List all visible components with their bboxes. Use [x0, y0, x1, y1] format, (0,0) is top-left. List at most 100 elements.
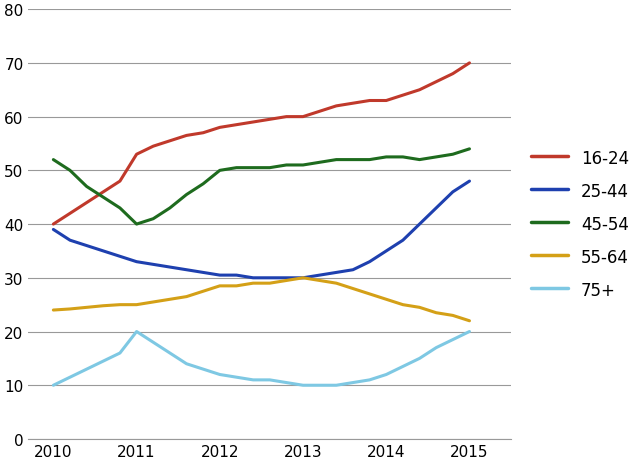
75+ [182, 361, 190, 367]
75+ [383, 372, 390, 377]
75+ [466, 329, 474, 335]
16-24 [166, 139, 173, 144]
16-24 [416, 88, 424, 94]
25-44 [416, 222, 424, 227]
16-24 [182, 133, 190, 139]
25-44 [316, 273, 323, 278]
55-64 [383, 297, 390, 302]
55-64 [416, 305, 424, 311]
55-64 [332, 281, 340, 286]
Line: 45-54: 45-54 [53, 150, 470, 225]
45-54 [166, 206, 173, 211]
55-64 [249, 281, 257, 286]
55-64 [399, 302, 407, 308]
45-54 [299, 163, 307, 169]
16-24 [449, 72, 457, 77]
25-44 [349, 267, 357, 273]
16-24 [232, 123, 240, 128]
25-44 [66, 238, 74, 244]
75+ [199, 367, 207, 372]
25-44 [132, 259, 140, 265]
16-24 [266, 117, 273, 123]
45-54 [366, 157, 374, 163]
45-54 [349, 157, 357, 163]
45-54 [116, 206, 124, 211]
45-54 [249, 165, 257, 171]
75+ [316, 382, 323, 388]
75+ [433, 345, 440, 350]
25-44 [466, 179, 474, 184]
45-54 [83, 184, 90, 190]
45-54 [466, 147, 474, 152]
16-24 [116, 179, 124, 184]
16-24 [299, 114, 307, 120]
75+ [399, 364, 407, 369]
25-44 [99, 249, 107, 254]
75+ [332, 382, 340, 388]
75+ [449, 337, 457, 343]
45-54 [99, 195, 107, 200]
16-24 [99, 190, 107, 195]
75+ [166, 350, 173, 356]
16-24 [399, 93, 407, 99]
16-24 [366, 99, 374, 104]
55-64 [366, 292, 374, 297]
45-54 [49, 157, 57, 163]
25-44 [399, 238, 407, 244]
75+ [116, 350, 124, 356]
45-54 [433, 155, 440, 160]
16-24 [316, 109, 323, 115]
75+ [83, 367, 90, 372]
Legend: 16-24, 25-44, 45-54, 55-64, 75+: 16-24, 25-44, 45-54, 55-64, 75+ [524, 143, 636, 306]
55-64 [49, 307, 57, 313]
55-64 [166, 297, 173, 302]
45-54 [182, 192, 190, 198]
25-44 [266, 275, 273, 281]
45-54 [332, 157, 340, 163]
16-24 [433, 80, 440, 85]
55-64 [99, 303, 107, 309]
45-54 [416, 157, 424, 163]
55-64 [149, 300, 157, 305]
55-64 [182, 294, 190, 300]
45-54 [199, 181, 207, 187]
16-24 [383, 99, 390, 104]
25-44 [433, 206, 440, 211]
55-64 [349, 286, 357, 292]
75+ [99, 358, 107, 364]
45-54 [132, 222, 140, 227]
55-64 [216, 283, 223, 289]
45-54 [266, 165, 273, 171]
25-44 [282, 275, 290, 281]
16-24 [466, 61, 474, 67]
45-54 [149, 216, 157, 222]
55-64 [433, 310, 440, 316]
25-44 [199, 270, 207, 275]
25-44 [116, 254, 124, 260]
55-64 [466, 318, 474, 324]
Line: 16-24: 16-24 [53, 64, 470, 225]
16-24 [199, 131, 207, 136]
75+ [132, 329, 140, 335]
75+ [66, 375, 74, 380]
16-24 [332, 104, 340, 109]
25-44 [83, 243, 90, 249]
25-44 [166, 265, 173, 270]
16-24 [149, 144, 157, 150]
25-44 [149, 262, 157, 268]
16-24 [132, 152, 140, 158]
25-44 [49, 227, 57, 233]
75+ [349, 380, 357, 386]
45-54 [282, 163, 290, 169]
55-64 [83, 305, 90, 311]
75+ [216, 372, 223, 377]
Line: 25-44: 25-44 [53, 181, 470, 278]
Line: 75+: 75+ [53, 332, 470, 385]
45-54 [399, 155, 407, 160]
45-54 [216, 168, 223, 174]
25-44 [383, 249, 390, 254]
55-64 [66, 307, 74, 312]
25-44 [366, 259, 374, 265]
75+ [249, 377, 257, 383]
55-64 [132, 302, 140, 308]
